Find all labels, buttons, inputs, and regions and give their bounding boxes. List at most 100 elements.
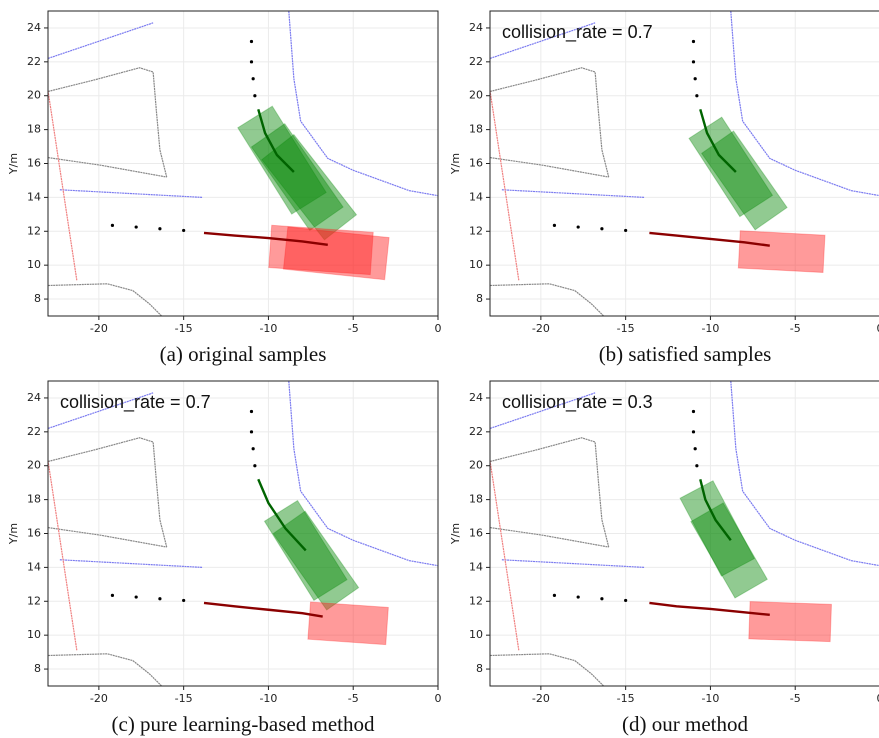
history-point [110,223,115,227]
map-lane [288,11,438,197]
y-tick-label: 12 [27,224,41,237]
x-tick-label: -15 [617,692,635,705]
x-tick-label: -20 [90,322,108,335]
y-tick-label: 22 [469,425,483,438]
y-tick-label: 12 [27,594,41,607]
map-lane [59,559,203,568]
axes-frame [489,10,879,317]
map-lane [490,283,605,316]
vehicle-box [261,133,358,241]
y-tick-label: 10 [27,258,41,271]
history-point [691,430,696,434]
y-tick-label: 14 [469,190,483,203]
history-point [249,39,254,44]
plot-area [48,381,438,686]
x-tick-label: -10 [701,692,719,705]
trajectory [203,601,323,618]
history-point [253,464,257,468]
x-tick-label: -20 [90,692,108,705]
map-lane [730,381,879,567]
map-lane [48,653,163,686]
plot-area [48,11,438,316]
vehicle-box [263,499,348,602]
map-lane [490,460,520,651]
history-point [693,77,697,81]
map-lane [48,437,168,548]
history-point [182,598,186,603]
history-point [693,447,697,451]
map-lane [59,189,203,198]
trajectory [257,478,307,552]
history-point [552,593,557,597]
map-lane [48,22,154,60]
x-tick-label: 0 [877,692,879,705]
vehicle-box [690,502,768,599]
history-point [253,94,257,98]
vehicle-box [268,224,374,276]
y-tick-label: 24 [27,21,41,34]
y-axis-label: Y/m [7,523,20,545]
history-point [691,39,696,44]
y-tick-label: 18 [469,123,483,136]
x-tick-label: -15 [175,692,193,705]
map-lane [490,653,605,686]
y-tick-label: 18 [27,493,41,506]
vehicle-box [737,230,826,273]
history-point [251,77,255,81]
vehicle-box [307,601,389,646]
y-tick-label: 22 [27,425,41,438]
axes-frame [47,380,439,687]
x-tick-label: -5 [348,322,359,335]
history-point [691,409,696,414]
y-tick-label: 22 [27,55,41,68]
history-point [158,227,162,231]
x-tick-label: -15 [175,322,193,335]
vehicle-box [282,226,390,281]
y-tick-label: 14 [27,560,41,573]
y-tick-label: 8 [476,662,483,675]
history-point [576,595,580,599]
x-tick-label: -5 [790,692,801,705]
x-tick-label: -5 [790,322,801,335]
map-lane [48,526,167,548]
trajectory [257,108,295,173]
vehicle-box [748,601,832,643]
history-point [695,464,699,468]
caption: (a) original samples [160,342,327,366]
x-tick-label: -5 [348,692,359,705]
trajectory [203,231,328,247]
y-tick-label: 16 [27,527,41,540]
history-point [600,227,604,231]
y-tick-label: 8 [476,292,483,305]
axes-frame [489,380,879,687]
x-tick-label: -20 [532,322,550,335]
y-tick-label: 10 [27,628,41,641]
map-lane [288,381,438,567]
history-point [251,447,255,451]
history-point [691,60,696,64]
history-point [182,228,186,233]
x-tick-label: -10 [701,322,719,335]
x-tick-label: 0 [435,692,442,705]
y-tick-label: 10 [469,258,483,271]
vehicle-box [679,480,756,577]
y-tick-label: 16 [469,527,483,540]
trajectory [649,231,770,247]
map-lane [48,90,78,281]
history-point [249,409,254,414]
y-axis-label: Y/m [7,153,20,175]
history-point [624,228,628,233]
y-tick-label: 20 [469,459,483,472]
history-point [158,597,162,601]
history-point [552,223,557,227]
map-lane [48,392,154,430]
map-lane [48,156,167,178]
annotation: collision_rate = 0.3 [502,392,653,413]
map-lane [490,437,610,548]
trajectory [649,601,770,617]
y-tick-label: 8 [34,292,41,305]
y-tick-label: 18 [27,123,41,136]
map-lane [48,67,168,178]
annotation: collision_rate = 0.7 [60,392,211,413]
y-tick-label: 22 [469,55,483,68]
